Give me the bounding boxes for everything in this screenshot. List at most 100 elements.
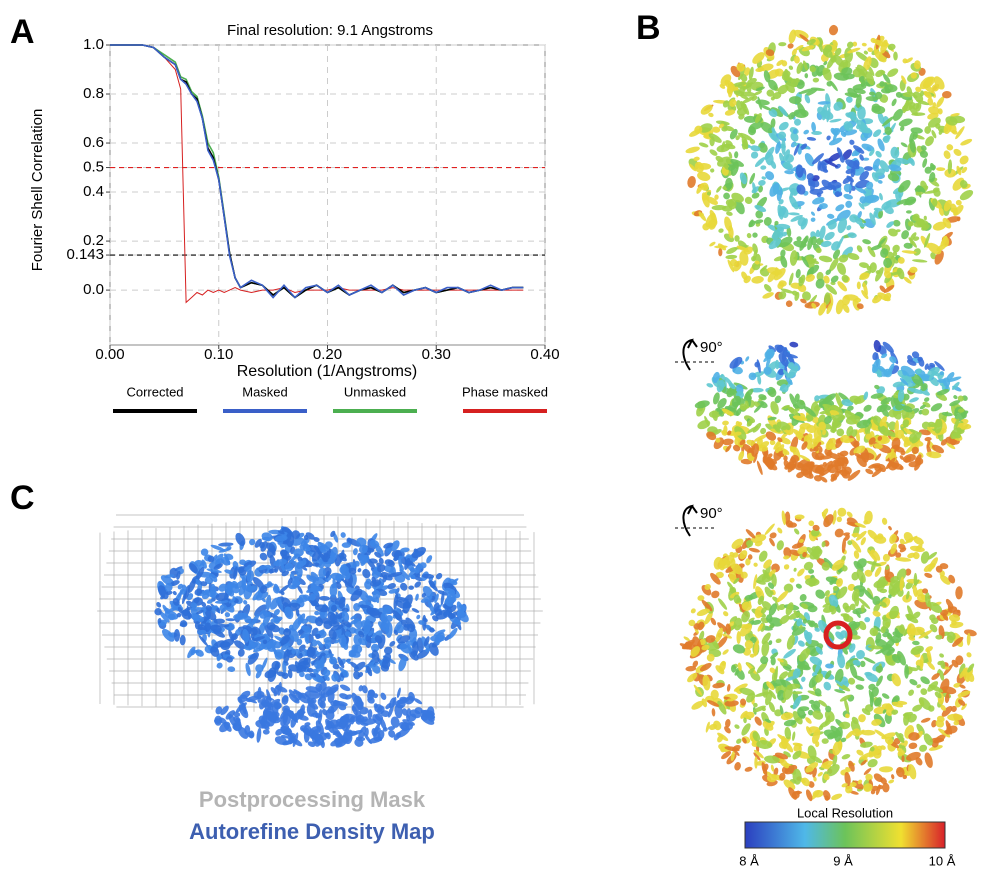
density-blob: [902, 58, 909, 65]
density-blob: [750, 150, 760, 160]
density-blob: [726, 684, 730, 692]
density-blob: [920, 550, 931, 564]
density-blob: [785, 299, 794, 308]
legend-label: Corrected: [126, 384, 183, 399]
density-blob: [920, 655, 924, 670]
density-blob: [752, 232, 758, 238]
density-blob: [715, 185, 722, 193]
density-blob: [908, 742, 918, 750]
density-blob: [924, 216, 927, 221]
density-blob: [753, 562, 759, 568]
density-blob: [361, 568, 372, 580]
legend-label: Phase masked: [462, 384, 548, 399]
density-blob: [795, 583, 803, 590]
density-blob: [808, 520, 814, 526]
density-blob: [836, 653, 846, 669]
density-blob: [841, 753, 851, 760]
density-blob: [215, 661, 223, 669]
density-blob: [174, 629, 180, 642]
density-blob: [828, 24, 839, 36]
density-blob: [845, 200, 853, 208]
density-blob: [734, 151, 739, 158]
density-blob: [734, 723, 741, 729]
density-blob: [879, 766, 893, 773]
density-blob: [342, 542, 351, 548]
density-blob: [891, 98, 898, 107]
density-blob: [936, 167, 945, 171]
y-tick-label: 0.2: [83, 232, 104, 249]
density-blob: [891, 243, 901, 254]
density-blob: [788, 212, 800, 216]
density-blob: [945, 143, 954, 151]
density-blob: [827, 213, 835, 219]
density-blob: [822, 738, 829, 744]
density-blob: [815, 453, 825, 460]
density-blob: [725, 178, 733, 190]
density-blob: [923, 752, 934, 769]
density-blob: [756, 460, 764, 475]
map-legend: Postprocessing Mask: [199, 787, 426, 812]
density-blob: [822, 789, 833, 801]
density-blob: [388, 640, 396, 648]
density-blob: [778, 42, 786, 46]
density-blob: [864, 166, 873, 171]
density-blob: [805, 789, 814, 802]
x-tick-label: 0.30: [422, 346, 451, 363]
density-blob: [874, 150, 883, 159]
density-blob: [415, 593, 420, 601]
chart-title: Final resolution: 9.1 Angstroms: [227, 22, 433, 39]
density-blob: [408, 585, 414, 589]
density-blob: [698, 142, 709, 149]
density-blob: [722, 438, 734, 446]
density-blob: [776, 527, 783, 535]
density-blob: [711, 708, 715, 717]
density-blob: [787, 43, 794, 50]
density-blob: [826, 135, 832, 141]
density-blob: [938, 653, 944, 659]
density-blob: [804, 94, 812, 104]
density-blob: [912, 259, 928, 263]
density-blob: [722, 648, 730, 656]
density-blob: [233, 531, 247, 547]
density-blob: [746, 232, 752, 238]
x-tick-label: 0.40: [530, 346, 559, 363]
density-blob: [840, 273, 850, 283]
density-blob: [887, 525, 892, 531]
density-blob: [781, 139, 786, 155]
density-blob: [830, 792, 843, 801]
density-blob: [881, 692, 890, 700]
legend-label: Unmasked: [344, 384, 406, 399]
density-blob: [822, 681, 832, 692]
density-blob: [797, 639, 806, 648]
density-blob: [775, 589, 789, 603]
colorbar-label: 10 Å: [929, 853, 956, 868]
density-blob: [882, 782, 890, 792]
density-blob: [783, 563, 791, 571]
density-blob: [921, 408, 929, 415]
density-blob: [172, 590, 178, 596]
density-blob: [722, 420, 729, 425]
rotation-label: 90°: [700, 505, 723, 522]
density-blob: [396, 687, 402, 698]
density-blob: [180, 635, 186, 646]
density-blob: [237, 648, 246, 657]
density-blob: [339, 683, 351, 692]
density-blob: [864, 468, 874, 476]
density-blob: [872, 128, 883, 139]
density-blob: [770, 440, 776, 445]
density-blob: [340, 531, 347, 538]
density-blob: [725, 254, 737, 259]
density-blob: [857, 281, 861, 289]
density-blob: [888, 779, 895, 784]
density-blob: [744, 766, 753, 773]
y-tick-label: 0.6: [83, 134, 104, 151]
density-blob: [881, 517, 887, 525]
density-blob: [723, 192, 731, 200]
density-blob: [810, 211, 816, 217]
density-blob: [818, 255, 833, 264]
density-blob: [862, 43, 867, 47]
density-blob: [415, 614, 421, 620]
density-blob: [727, 698, 734, 701]
panel-label: B: [636, 9, 661, 47]
density-blob: [748, 547, 760, 553]
